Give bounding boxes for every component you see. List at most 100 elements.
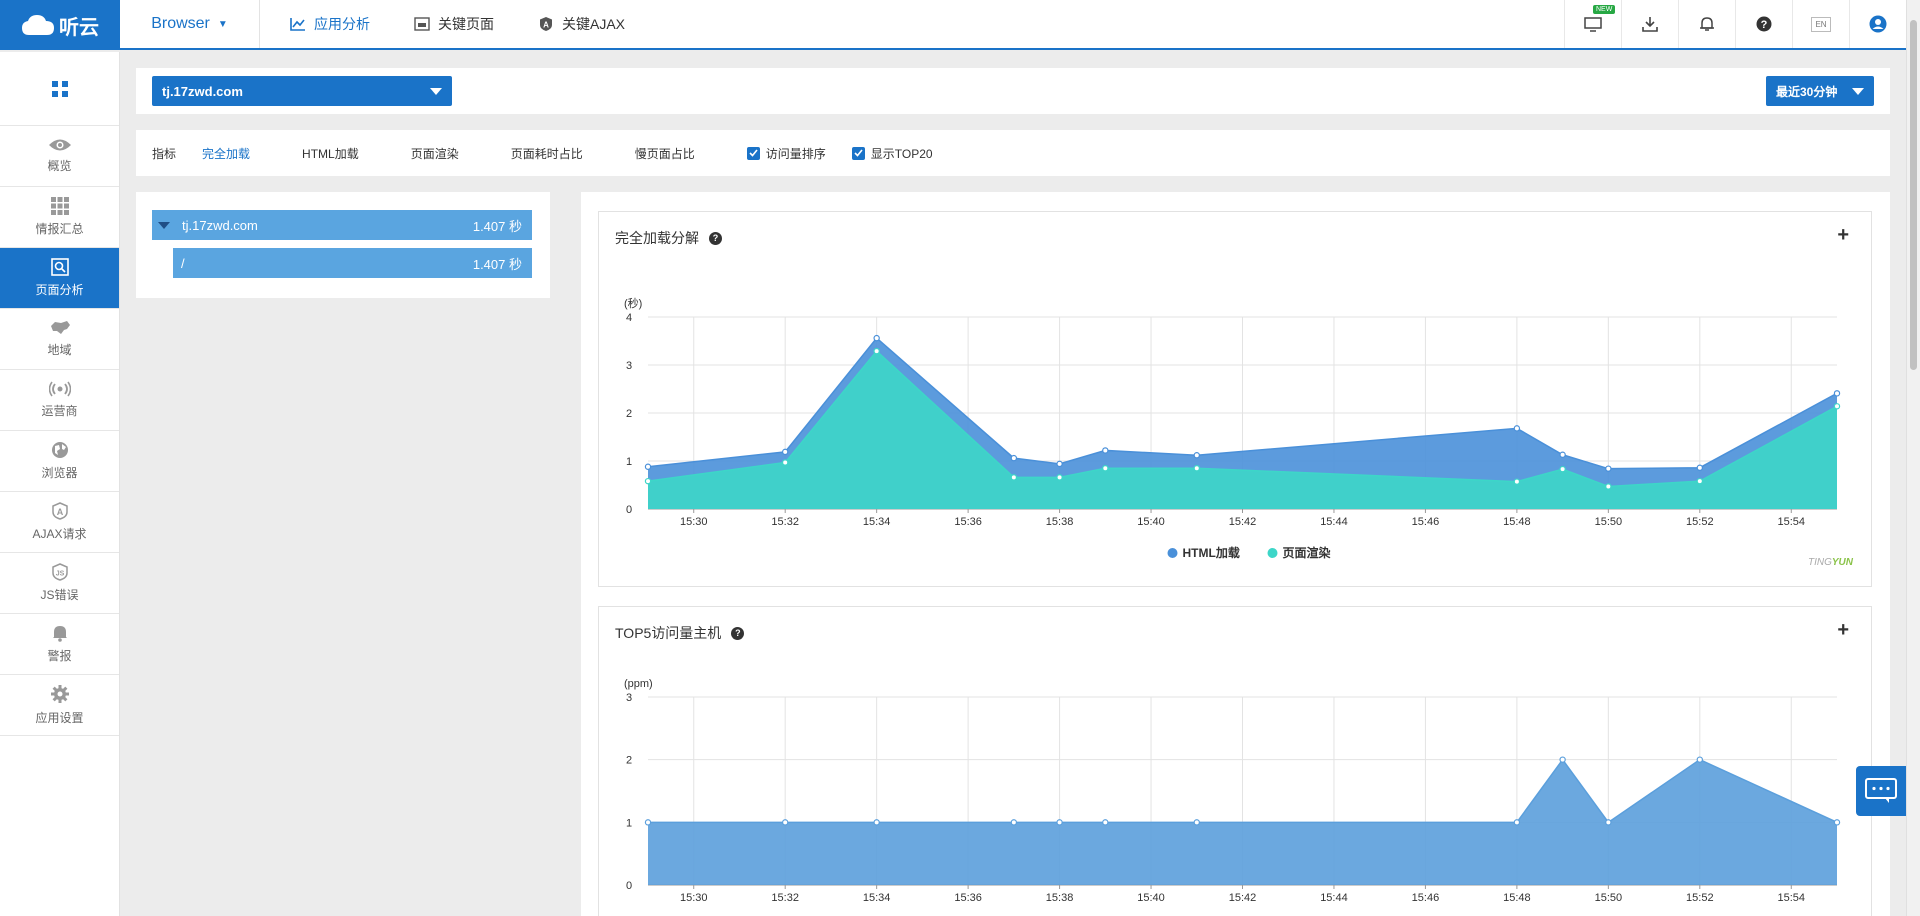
bell-alert-icon: [1700, 17, 1714, 31]
sidebar-item-page-analysis[interactable]: 页面分析: [0, 248, 119, 309]
data-point: [781, 459, 789, 466]
tab-html-load[interactable]: HTML加载: [302, 146, 359, 161]
chat-icon: [1865, 778, 1897, 803]
data-point: [1102, 819, 1109, 826]
chart-title: 完全加载分解 ?: [615, 228, 722, 248]
app-grid-button[interactable]: [0, 52, 119, 126]
y-tick-label: 3: [626, 692, 632, 704]
legend-marker: [1267, 548, 1278, 558]
y-tick-label: 1: [626, 817, 632, 829]
sidebar-item-browser[interactable]: 浏览器: [0, 431, 119, 492]
download-icon: [1642, 17, 1658, 32]
brand-logo[interactable]: 听云: [0, 0, 120, 50]
filter-bar: tj.17zwd.com 最近30分钟: [136, 68, 1890, 114]
language-button[interactable]: EN: [1792, 0, 1849, 48]
add-icon[interactable]: +: [1837, 619, 1849, 641]
sidebar-item-label: 应用设置: [35, 711, 84, 725]
chat-button[interactable]: [1856, 766, 1906, 816]
y-tick-label: 4: [626, 312, 632, 324]
x-tick-label: 15:50: [1595, 516, 1623, 528]
show-top20-checkbox[interactable]: 显示TOP20: [851, 145, 933, 162]
product-switch[interactable]: Browser ▼: [120, 0, 260, 48]
sort-by-visits-checkbox[interactable]: 访问量排序: [746, 145, 826, 162]
data-point: [1056, 819, 1063, 826]
data-point: [873, 819, 880, 826]
x-tick-label: 15:36: [954, 516, 982, 528]
host-select[interactable]: tj.17zwd.com: [152, 76, 452, 106]
tree-node-host[interactable]: tj.17zwd.com 1.407 秒: [152, 210, 532, 240]
sidebar-item-label: 警报: [47, 649, 72, 663]
sidebar-item-alerts[interactable]: 警报: [0, 614, 119, 675]
scroll-thumb[interactable]: [1910, 20, 1917, 370]
metric-bar: 指标 完全加载 HTML加载 页面渲染 页面耗时占比 慢页面占比 访问量排序 显…: [136, 130, 1890, 176]
sidebar-item-ajax[interactable]: A AJAX请求: [0, 492, 119, 553]
tab-time-ratio[interactable]: 页面耗时占比: [510, 146, 583, 161]
sidebar-item-label: 地域: [47, 343, 72, 357]
x-tick-label: 15:42: [1229, 516, 1257, 528]
x-tick-label: 15:46: [1412, 892, 1440, 904]
data-point: [1513, 819, 1521, 826]
alert-button[interactable]: [1678, 0, 1735, 48]
x-tick-label: 15:38: [1046, 892, 1074, 904]
tree-node-value: 1.407 秒: [472, 218, 522, 234]
svg-text:JS: JS: [55, 571, 64, 578]
tab-slow-ratio[interactable]: 慢页面占比: [634, 146, 695, 161]
data-point: [1193, 465, 1200, 472]
monitor-button[interactable]: NEW: [1564, 0, 1621, 48]
nav-key-ajax[interactable]: A 关键AJAX: [538, 14, 625, 34]
help-icon[interactable]: ?: [709, 231, 722, 245]
tab-page-render[interactable]: 页面渲染: [410, 146, 459, 161]
data-point: [873, 347, 880, 355]
help-button[interactable]: ?: [1735, 0, 1792, 48]
tab-full-load[interactable]: 完全加载: [202, 146, 251, 161]
checkbox-label: 访问量排序: [765, 146, 826, 161]
data-point: [781, 448, 789, 456]
chevron-down-icon: [1852, 88, 1864, 95]
data-point: [1696, 464, 1704, 471]
data-point: [1193, 819, 1200, 826]
y-tick-label: 3: [626, 360, 632, 372]
sidebar-item-overview[interactable]: 概览: [0, 126, 119, 187]
vertical-scrollbar[interactable]: [1906, 0, 1920, 916]
data-point: [1559, 756, 1566, 763]
nav-key-pages[interactable]: 关键页面: [414, 14, 494, 34]
data-point: [1833, 819, 1841, 826]
line-chart-icon: [290, 18, 305, 31]
help-icon[interactable]: ?: [731, 626, 745, 640]
x-tick-label: 15:34: [863, 516, 891, 528]
x-tick-label: 15:50: [1595, 892, 1623, 904]
y-tick-label: 2: [626, 408, 632, 420]
data-point: [781, 819, 789, 826]
watermark: TINGYUN: [1808, 557, 1853, 568]
x-tick-label: 15:52: [1686, 516, 1714, 528]
x-tick-label: 15:36: [954, 892, 982, 904]
watermark-text-b: YUN: [1831, 557, 1853, 568]
data-point: [644, 819, 652, 826]
legend-label: 页面渲染: [1283, 545, 1332, 560]
y-tick-label: 0: [626, 504, 632, 516]
y-tick-label: 0: [626, 880, 632, 892]
data-point: [1605, 819, 1612, 826]
sidebar-item-carrier[interactable]: 运营商: [0, 370, 119, 431]
tree-node-name: /: [181, 255, 185, 271]
download-button[interactable]: [1621, 0, 1678, 48]
user-button[interactable]: [1849, 0, 1906, 48]
eye-icon: [48, 139, 71, 151]
add-icon[interactable]: +: [1837, 224, 1849, 246]
svg-text:A: A: [543, 21, 549, 30]
expand-arrow-icon[interactable]: [158, 221, 170, 229]
sidebar-item-summary[interactable]: 情报汇总: [0, 187, 119, 248]
top-bar: 听云 Browser ▼ 应用分析 关键页面 A 关键AJAX NEW ?: [0, 0, 1906, 50]
signal-icon: [48, 381, 71, 397]
sidebar-item-region[interactable]: 地域: [0, 309, 119, 370]
tree-node-path[interactable]: / 1.407 秒: [173, 248, 532, 278]
top5-hosts-card: TOP5访问量主机 ? + (ppm) 0 1 2 3 15:30 15:32 15:34 15…: [598, 606, 1872, 916]
y-tick-label: 1: [626, 456, 632, 468]
nav-app-analysis[interactable]: 应用分析: [290, 14, 370, 34]
data-point: [1193, 452, 1200, 459]
sidebar-item-js-errors[interactable]: JS JS错误: [0, 553, 119, 614]
sidebar-item-settings[interactable]: 应用设置: [0, 675, 119, 736]
data-point: [1605, 483, 1612, 490]
product-label: Browser: [151, 15, 210, 32]
time-range-select[interactable]: 最近30分钟: [1766, 76, 1874, 106]
